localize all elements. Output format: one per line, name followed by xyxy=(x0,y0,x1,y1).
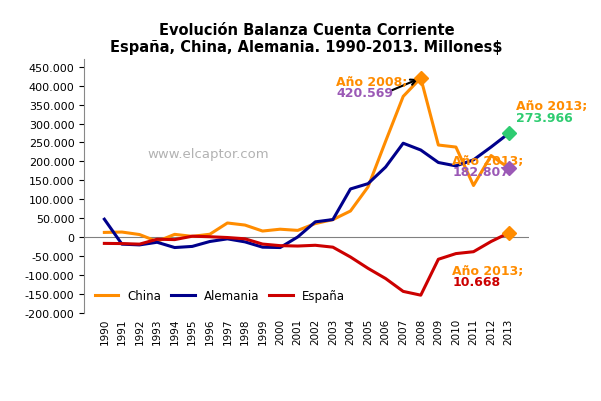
Alemania xyxy=(382,165,389,170)
Text: Año 2013;: Año 2013; xyxy=(453,264,523,277)
Text: Año 2013;: Año 2013; xyxy=(516,100,587,113)
Text: Año 2008;: Año 2008; xyxy=(337,75,407,89)
Alemania xyxy=(171,245,178,250)
España xyxy=(329,245,337,250)
Alemania xyxy=(118,242,126,247)
Line: España: España xyxy=(105,233,508,296)
España xyxy=(364,266,371,271)
Alemania xyxy=(364,182,371,186)
España xyxy=(505,231,512,236)
Alemania xyxy=(259,245,266,250)
España xyxy=(171,238,178,243)
China xyxy=(118,230,126,235)
China xyxy=(206,232,213,237)
China xyxy=(259,229,266,234)
Alemania xyxy=(242,240,249,245)
China xyxy=(400,95,407,99)
España xyxy=(294,244,301,249)
España xyxy=(242,237,249,242)
China xyxy=(294,229,301,233)
China xyxy=(329,218,337,223)
China xyxy=(189,234,196,239)
China xyxy=(153,239,160,244)
Title: Evolución Balanza Cuenta Corriente
España, China, Alemania. 1990-2013. Millones$: Evolución Balanza Cuenta Corriente Españ… xyxy=(110,22,503,55)
China xyxy=(505,166,512,171)
Text: 10.668: 10.668 xyxy=(453,275,501,288)
España xyxy=(453,251,460,256)
China xyxy=(136,233,143,237)
China xyxy=(171,232,178,237)
China xyxy=(224,221,231,226)
Line: Alemania: Alemania xyxy=(105,134,508,248)
España xyxy=(276,244,284,249)
China xyxy=(242,223,249,228)
Alemania xyxy=(312,220,319,225)
Text: 273.966: 273.966 xyxy=(516,111,572,124)
China xyxy=(364,185,371,190)
Text: 420.569: 420.569 xyxy=(337,87,394,100)
Alemania xyxy=(206,239,213,244)
España xyxy=(417,293,424,298)
Alemania xyxy=(224,237,231,242)
Text: Año 2013;: Año 2013; xyxy=(453,155,523,168)
Alemania xyxy=(136,243,143,248)
España xyxy=(259,242,266,247)
Alemania xyxy=(505,132,512,136)
España xyxy=(136,242,143,247)
España xyxy=(312,243,319,248)
España xyxy=(347,255,354,260)
España xyxy=(206,235,213,239)
España xyxy=(487,239,495,244)
China xyxy=(435,143,442,148)
China xyxy=(312,222,319,227)
China xyxy=(276,227,284,232)
Alemania xyxy=(276,245,284,250)
Alemania xyxy=(470,158,477,163)
Alemania xyxy=(329,218,337,223)
Text: www.elcaptor.com: www.elcaptor.com xyxy=(148,147,269,160)
España xyxy=(224,235,231,240)
Alemania xyxy=(153,240,160,245)
España xyxy=(189,234,196,239)
China xyxy=(382,140,389,144)
China xyxy=(347,209,354,214)
China xyxy=(487,154,495,158)
España xyxy=(400,289,407,294)
Alemania xyxy=(101,217,108,222)
China xyxy=(417,76,424,81)
Alemania xyxy=(417,148,424,153)
España xyxy=(118,241,126,246)
España xyxy=(153,237,160,242)
España xyxy=(470,250,477,255)
Alemania xyxy=(400,142,407,146)
Alemania xyxy=(294,235,301,240)
España xyxy=(382,276,389,281)
China xyxy=(470,184,477,188)
Line: China: China xyxy=(105,79,508,242)
Alemania xyxy=(453,164,460,169)
Alemania xyxy=(189,244,196,249)
Text: 182.807: 182.807 xyxy=(453,166,510,179)
España xyxy=(435,257,442,262)
España xyxy=(101,241,108,246)
China xyxy=(101,231,108,235)
Legend: China, Alemania, España: China, Alemania, España xyxy=(90,284,350,307)
Alemania xyxy=(435,161,442,166)
China xyxy=(453,145,460,150)
Alemania xyxy=(347,187,354,192)
Alemania xyxy=(487,145,495,150)
